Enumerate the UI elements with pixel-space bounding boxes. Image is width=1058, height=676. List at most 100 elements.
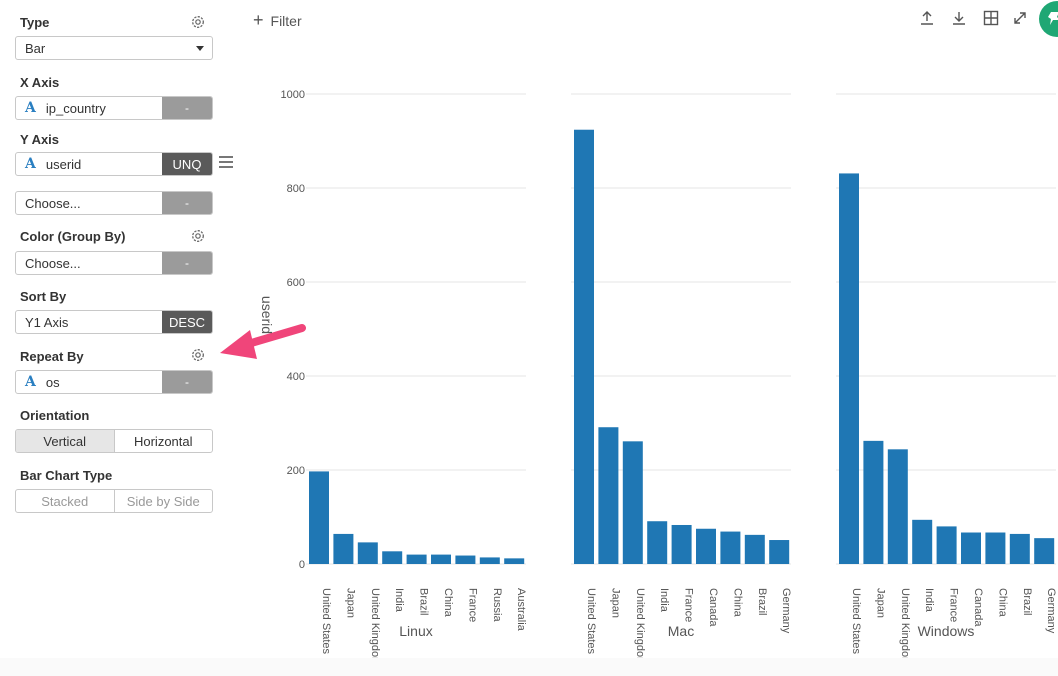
- color-label: Color (Group By): [20, 229, 126, 244]
- x-tick-label: United States: [320, 588, 332, 655]
- expand-icon[interactable]: [1011, 9, 1029, 27]
- sort-by-value: Y1 Axis: [25, 314, 69, 330]
- x-tick-label: France: [683, 588, 695, 622]
- x-axis-label: X Axis: [20, 75, 60, 90]
- y-tick-label: 0: [299, 559, 305, 571]
- facet-title: Linux: [399, 623, 432, 639]
- bar-linux-1[interactable]: [333, 533, 354, 564]
- footer-strip: [0, 658, 1058, 676]
- x-tick-label: Germany: [1045, 588, 1057, 634]
- x-tick-label: United Kingdom: [634, 588, 646, 666]
- y-axis-extra-field[interactable]: Choose... -: [15, 191, 213, 215]
- bar-mac-7[interactable]: [744, 534, 765, 564]
- bar-linux-4[interactable]: [406, 554, 427, 564]
- x-axis-aggregate-button[interactable]: -: [162, 97, 212, 119]
- bar-type-side-by-side-button[interactable]: Side by Side: [113, 490, 213, 512]
- y-tick-label: 800: [287, 183, 305, 195]
- filter-label: Filter: [270, 12, 302, 29]
- upload-icon[interactable]: [918, 9, 936, 27]
- x-tick-label: Germany: [780, 588, 792, 634]
- type-select-value: Bar: [25, 40, 46, 56]
- repeat-by-field[interactable]: A os -: [15, 370, 213, 394]
- sort-by-field[interactable]: Y1 Axis DESC: [15, 310, 213, 334]
- bar-windows-0[interactable]: [839, 173, 859, 564]
- x-tick-label: United Kingdom: [899, 588, 911, 666]
- bar-chart-type-label: Bar Chart Type: [20, 468, 113, 483]
- pin-icon: [1048, 12, 1058, 25]
- x-axis-value: ip_country: [45, 100, 106, 116]
- y-tick-label: 200: [287, 465, 305, 477]
- text-type-icon: A: [25, 156, 36, 172]
- facet-mac: United States Japan United Kingdom India Fra…: [571, 93, 792, 666]
- x-axis-field[interactable]: A ip_country -: [15, 96, 213, 120]
- bar-windows-3[interactable]: [912, 519, 933, 564]
- pin-button[interactable]: [1039, 1, 1058, 37]
- y-tick-label: 400: [287, 371, 305, 383]
- x-tick-label: China: [442, 588, 454, 618]
- x-tick-label: United Kingdom: [369, 588, 381, 666]
- bar-mac-0[interactable]: [574, 129, 594, 564]
- bar-mac-2[interactable]: [622, 441, 643, 564]
- color-value: Choose...: [25, 255, 81, 271]
- orientation-horizontal-button[interactable]: Horizontal: [113, 430, 213, 452]
- x-tick-label: France: [466, 588, 478, 622]
- x-tick-label: United States: [850, 588, 862, 655]
- x-tick-label: India: [393, 588, 405, 613]
- bar-chart-type-toggle: Stacked Side by Side: [15, 489, 213, 513]
- chevron-down-icon: [196, 46, 204, 51]
- x-tick-label: Australia: [515, 588, 527, 632]
- x-tick-label: Japan: [609, 588, 621, 618]
- bar-mac-8[interactable]: [769, 540, 790, 564]
- color-aggregate-button[interactable]: -: [162, 252, 212, 274]
- y-tick-label: 1000: [281, 89, 305, 101]
- repeat-by-gear-icon[interactable]: [190, 347, 206, 363]
- repeat-by-aggregate-button[interactable]: -: [162, 371, 212, 393]
- type-select[interactable]: Bar: [15, 36, 213, 60]
- y-axis-field[interactable]: A userid UNQ: [15, 152, 213, 176]
- annotation-arrow: [220, 324, 306, 359]
- x-tick-label: Brazil: [1021, 588, 1033, 616]
- menu-icon[interactable]: [219, 156, 233, 168]
- bar-mac-4[interactable]: [671, 524, 692, 564]
- orientation-vertical-button[interactable]: Vertical: [16, 430, 114, 452]
- bar-linux-7[interactable]: [479, 557, 500, 564]
- sort-by-label: Sort By: [20, 289, 67, 304]
- bar-windows-4[interactable]: [936, 526, 957, 564]
- x-tick-label: Canada: [972, 588, 984, 627]
- x-tick-label: Brazil: [756, 588, 768, 616]
- sort-direction-button[interactable]: DESC: [162, 311, 212, 333]
- bar-linux-3[interactable]: [382, 551, 403, 564]
- color-gear-icon[interactable]: [190, 228, 206, 244]
- type-gear-icon[interactable]: [190, 14, 206, 30]
- download-icon[interactable]: [950, 9, 968, 27]
- bar-windows-8[interactable]: [1034, 538, 1055, 564]
- bar-windows-7[interactable]: [1009, 533, 1030, 564]
- bar-linux-6[interactable]: [455, 555, 476, 564]
- bar-linux-8[interactable]: [504, 558, 525, 564]
- bar-windows-6[interactable]: [985, 532, 1006, 564]
- color-field[interactable]: Choose... -: [15, 251, 213, 275]
- bar-windows-5[interactable]: [961, 532, 981, 564]
- bar-linux-2[interactable]: [357, 542, 378, 564]
- bar-windows-1[interactable]: [863, 440, 884, 564]
- repeat-bar-chart: 0 200 400 600 800 1000 userid United States Japa…: [259, 89, 1057, 666]
- text-type-icon: A: [25, 374, 36, 390]
- bar-mac-6[interactable]: [720, 531, 741, 564]
- y-axis-extra-aggregate-button[interactable]: -: [162, 192, 212, 214]
- chart-settings-panel: Type Bar X Axis A ip_country - Y Axis A …: [0, 0, 240, 676]
- y-axis-aggregate-button[interactable]: UNQ: [162, 153, 212, 175]
- x-tick-label: India: [658, 588, 670, 613]
- orientation-toggle: Vertical Horizontal: [15, 429, 213, 453]
- bar-linux-5[interactable]: [431, 554, 451, 564]
- bar-windows-2[interactable]: [887, 449, 908, 564]
- bar-linux-0[interactable]: [309, 471, 329, 564]
- add-filter-button[interactable]: + Filter: [253, 10, 302, 31]
- x-tick-label: Japan: [344, 588, 356, 618]
- grid-icon[interactable]: [982, 9, 1000, 27]
- bar-mac-3[interactable]: [647, 521, 668, 564]
- bar-type-stacked-button[interactable]: Stacked: [41, 493, 89, 509]
- bar-mac-1[interactable]: [598, 427, 619, 564]
- repeat-by-label: Repeat By: [20, 349, 84, 364]
- bar-mac-5[interactable]: [696, 528, 716, 564]
- x-tick-label: Russia: [491, 588, 503, 623]
